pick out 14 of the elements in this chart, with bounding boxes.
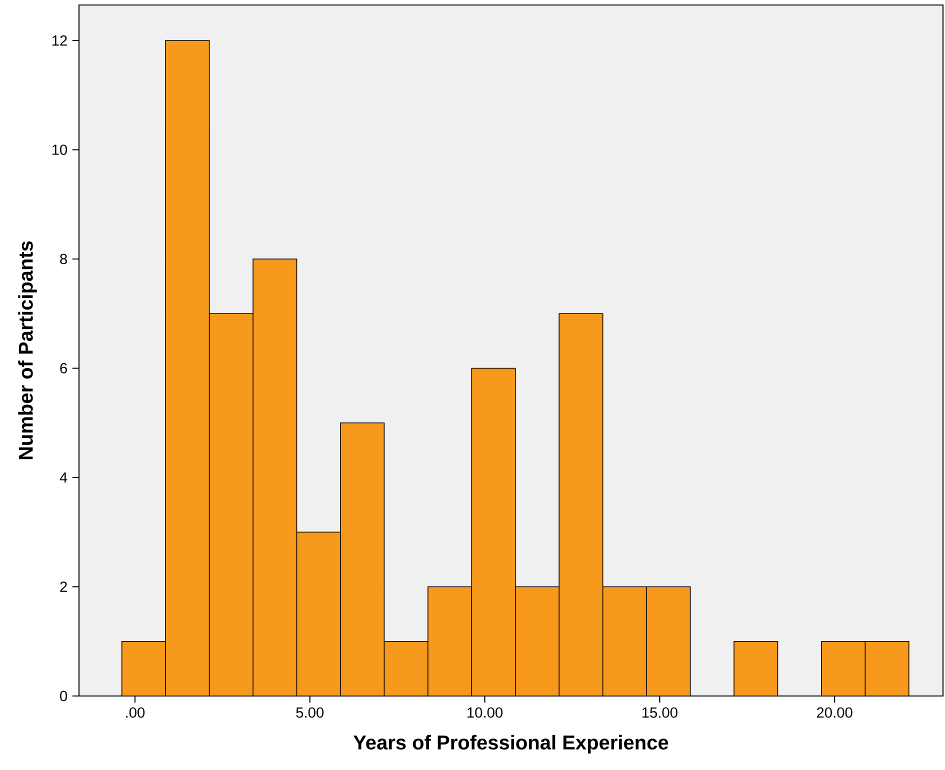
y-tick-label: 8	[60, 254, 67, 264]
x-tick-label: .00	[126, 707, 145, 718]
x-tick-label: 5.00	[296, 707, 324, 718]
y-tick-label: 0	[60, 690, 68, 702]
y-tick-label: 12	[52, 35, 67, 46]
x-tick-label: 15.00	[642, 707, 678, 718]
x-tick-label: 10.00	[468, 707, 503, 718]
y-axis-title: Number of Participants	[18, 241, 37, 460]
x-tick-label: 20.00	[816, 707, 852, 718]
x-axis-title: Years of Professional Experience	[353, 734, 668, 754]
y-tick-label: 6	[60, 363, 67, 374]
y-tick-label: 4	[60, 472, 68, 483]
y-tick-label: 2	[60, 582, 67, 592]
y-tick-label: 10	[52, 144, 68, 155]
